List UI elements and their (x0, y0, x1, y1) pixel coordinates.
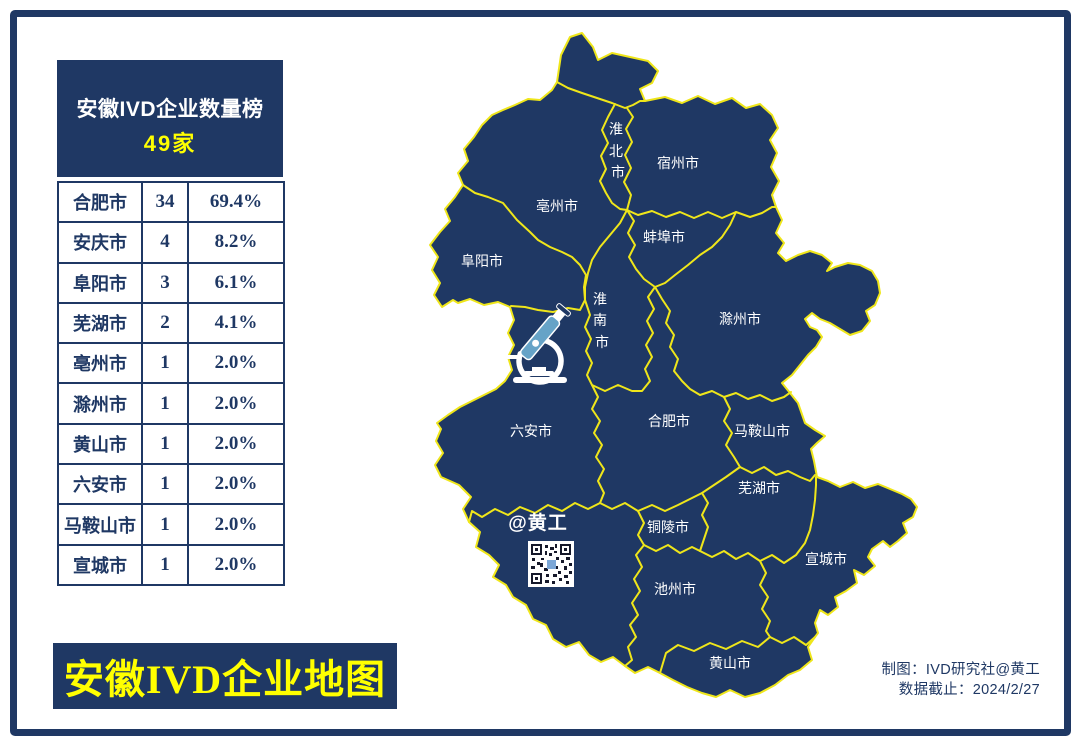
ranking-title: 安徽IVD企业数量榜 (76, 98, 264, 121)
share-percent: 2.0% (187, 463, 285, 506)
credits-date: 数据截止：2024/2/27 (898, 681, 1040, 698)
city-name: 滁州市 (57, 382, 143, 425)
watermark-text: @黄工 (508, 511, 568, 534)
share-percent: 8.2% (187, 221, 285, 264)
map-label-bengbu: 蚌埠市 (643, 229, 685, 245)
map-label-huaibei: 淮 北 市 (609, 121, 627, 180)
table-row: 安庆市 4 8.2% (57, 221, 285, 264)
province-shape (429, 32, 918, 698)
city-name: 安庆市 (57, 221, 143, 264)
ranking-total-count: 49家 (143, 131, 197, 156)
map-label-tongling: 铜陵市 (647, 519, 689, 535)
map-label-chizhou: 池州市 (654, 581, 696, 597)
table-row: 黄山市 1 2.0% (57, 422, 285, 466)
table-row: 六安市 1 2.0% (57, 463, 285, 506)
anhui-province-map: 淮 北 市 淮 南 市 宿州市 亳州市 蚌埠市 阜阳市 滁州市 合肥市 六安市 … (429, 32, 918, 698)
city-boundaries (462, 81, 817, 674)
city-name: 芜湖市 (57, 301, 143, 345)
city-name: 合肥市 (57, 180, 143, 224)
company-count: 4 (141, 221, 189, 264)
table-row: 芜湖市 2 4.1% (57, 301, 285, 345)
city-name: 阜阳市 (57, 261, 143, 304)
share-percent: 2.0% (187, 382, 285, 425)
map-label-wuhu: 芜湖市 (738, 480, 780, 496)
qr-code (528, 541, 574, 587)
banner-title: 安徽IVD企业地图 (63, 657, 387, 702)
microscope-icon (504, 303, 571, 385)
table-row: 滁州市 1 2.0% (57, 382, 285, 425)
company-count: 1 (141, 463, 189, 506)
table-row: 亳州市 1 2.0% (57, 342, 285, 385)
table-row: 阜阳市 3 6.1% (57, 261, 285, 304)
company-count: 1 (141, 342, 189, 385)
table-row: 宣城市 1 2.0% (57, 543, 285, 586)
map-label-chuzhou: 滁州市 (719, 311, 761, 327)
ranking-header: 安徽IVD企业数量榜 49家 (57, 60, 283, 177)
table-row: 合肥市 34 69.4% (57, 180, 285, 224)
map-label-hefei: 合肥市 (648, 413, 690, 429)
company-count: 2 (141, 301, 189, 345)
share-percent: 2.0% (187, 422, 285, 466)
bottom-title-banner: 安徽IVD企业地图 (53, 643, 397, 709)
share-percent: 2.0% (187, 342, 285, 385)
city-name: 马鞍山市 (57, 503, 143, 546)
city-name: 宣城市 (57, 543, 143, 586)
company-count: 3 (141, 261, 189, 304)
map-label-maanshan: 马鞍山市 (734, 423, 790, 439)
share-percent: 6.1% (187, 261, 285, 304)
table-row: 马鞍山市 1 2.0% (57, 503, 285, 546)
ranking-table: 合肥市 34 69.4% 安庆市 4 8.2% 阜阳市 3 6.1% 芜湖市 2… (57, 180, 285, 586)
credits-author: 制图：IVD研究社@黄工 (881, 662, 1040, 678)
company-count: 1 (141, 422, 189, 466)
credits: 制图：IVD研究社@黄工 数据截止：2024/2/27 (882, 661, 1041, 700)
map-label-huangshan: 黄山市 (709, 655, 751, 671)
map-label-bozhou: 亳州市 (536, 198, 578, 214)
share-percent: 69.4% (187, 180, 285, 224)
share-percent: 2.0% (187, 503, 285, 546)
city-name: 亳州市 (57, 342, 143, 385)
city-name: 黄山市 (57, 422, 143, 466)
share-percent: 2.0% (187, 543, 285, 586)
map-label-huainan: 淮 南 市 (593, 291, 611, 350)
city-name: 六安市 (57, 463, 143, 506)
company-count: 1 (141, 543, 189, 586)
company-count: 1 (141, 382, 189, 425)
map-label-suzhou: 宿州市 (657, 155, 699, 171)
map-label-fuyang: 阜阳市 (461, 253, 503, 269)
map-label-xuancheng: 宣城市 (805, 551, 847, 567)
share-percent: 4.1% (187, 301, 285, 345)
company-count: 1 (141, 503, 189, 546)
map-label-luan: 六安市 (510, 423, 552, 439)
company-count: 34 (141, 180, 189, 224)
